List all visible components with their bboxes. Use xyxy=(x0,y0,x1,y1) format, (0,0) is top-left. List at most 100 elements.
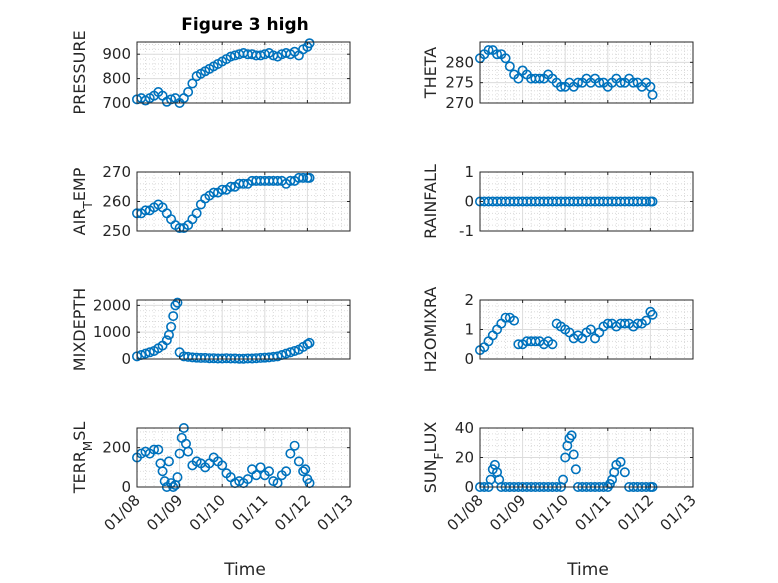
x-tick-label: 01/11 xyxy=(571,491,614,534)
data-point xyxy=(166,321,177,332)
y-tick-label: 270 xyxy=(102,163,131,181)
data-point xyxy=(187,78,198,89)
y-tick-label: 1 xyxy=(464,163,474,181)
data-point xyxy=(647,309,658,320)
axes-background xyxy=(137,42,350,103)
y-tick-label: -1 xyxy=(459,222,474,240)
x-tick-label: 01/09 xyxy=(143,491,186,534)
y-tick-label: 200 xyxy=(102,439,131,457)
data-point xyxy=(272,175,283,186)
x-tick-label: 01/10 xyxy=(186,491,229,534)
data-point xyxy=(647,196,658,207)
x-tick-label: 01/12 xyxy=(271,491,314,534)
data-point xyxy=(168,311,179,322)
data-point xyxy=(281,466,292,477)
data-point xyxy=(568,449,579,460)
data-point xyxy=(285,448,296,459)
x-tick-label: 01/08 xyxy=(444,491,487,534)
axes-frame xyxy=(136,299,351,360)
y-tick-label: 0 xyxy=(464,193,474,211)
data-point xyxy=(304,172,315,183)
data-point xyxy=(144,347,155,358)
y-axis-label: RAINFALL xyxy=(421,164,440,239)
data-point xyxy=(281,348,292,359)
data-point xyxy=(238,178,249,189)
data-point xyxy=(170,300,181,311)
y-tick-label: 40 xyxy=(455,419,474,437)
y-tick-label: 0 xyxy=(464,478,474,496)
y-tick-label: 0 xyxy=(121,478,131,496)
subplot-2: 270 275 280 THETA xyxy=(421,41,694,112)
data-point xyxy=(641,196,652,207)
data-point xyxy=(632,318,643,329)
data-point xyxy=(492,49,503,60)
axes-frame xyxy=(136,427,351,488)
data-point xyxy=(255,462,266,473)
data-point xyxy=(483,45,494,56)
data-point xyxy=(298,172,309,183)
data-point xyxy=(217,184,228,195)
data-point xyxy=(149,444,160,455)
axes-background xyxy=(480,42,693,103)
y-tick-label: 900 xyxy=(102,45,131,63)
data-point xyxy=(293,456,304,467)
y-tick-label: 280 xyxy=(445,53,474,71)
data-point xyxy=(242,474,253,485)
y-tick-label: 275 xyxy=(445,74,474,92)
data-point xyxy=(161,335,172,346)
x-tick-label: 01/13 xyxy=(314,491,357,534)
data-point xyxy=(602,318,613,329)
data-point xyxy=(172,297,183,308)
axes-frame xyxy=(479,41,694,104)
data-point xyxy=(140,205,151,216)
data-point xyxy=(174,223,185,234)
y-axis-label: MIXDEPTH xyxy=(70,288,89,371)
data-point xyxy=(225,181,236,192)
data-point xyxy=(191,208,202,219)
y-tick-label: 260 xyxy=(102,193,131,211)
data-point xyxy=(264,466,275,477)
y-axis-label: TERRMSL xyxy=(70,422,95,495)
data-point xyxy=(183,87,194,98)
x-tick-label: 01/13 xyxy=(657,491,700,534)
data-point xyxy=(572,77,583,88)
data-point xyxy=(302,339,313,350)
y-tick-label: 700 xyxy=(102,94,131,112)
data-point xyxy=(641,315,652,326)
data-point xyxy=(619,467,630,478)
data-point xyxy=(560,452,571,463)
data-point xyxy=(172,472,183,483)
x-tick-label: 01/08 xyxy=(101,491,144,534)
y-tick-label: 270 xyxy=(445,94,474,112)
x-tick-label: 01/12 xyxy=(614,491,657,534)
data-point xyxy=(289,345,300,356)
y-tick-label: 2 xyxy=(464,291,474,309)
x-axis-label-left: Time xyxy=(223,560,266,580)
data-point xyxy=(504,61,515,72)
x-tick-label: 01/10 xyxy=(529,491,572,534)
data-point xyxy=(594,77,605,88)
data-point xyxy=(208,187,219,198)
data-point xyxy=(513,339,524,350)
data-point xyxy=(513,73,524,84)
data-point xyxy=(304,337,315,348)
data-point xyxy=(509,315,520,326)
data-point xyxy=(285,347,296,358)
subplot-8: 0 20 40 01/08 01/09 01/10 01/11 01/12 01/13 SUNFL… xyxy=(421,419,700,534)
data-point xyxy=(183,446,194,457)
data-point xyxy=(159,476,170,487)
figure-title: Figure 3 high xyxy=(181,15,309,35)
data-point xyxy=(566,430,577,441)
data-point xyxy=(272,351,283,362)
data-point xyxy=(140,348,151,359)
y-tick-label: 1 xyxy=(464,321,474,339)
data-point xyxy=(530,336,541,347)
axes-background xyxy=(137,300,350,359)
data-point xyxy=(555,81,566,92)
subplot-4: -1 0 1 RAINFALL xyxy=(421,163,694,240)
y-axis-label: THETA xyxy=(421,47,440,99)
data-point xyxy=(647,89,658,100)
